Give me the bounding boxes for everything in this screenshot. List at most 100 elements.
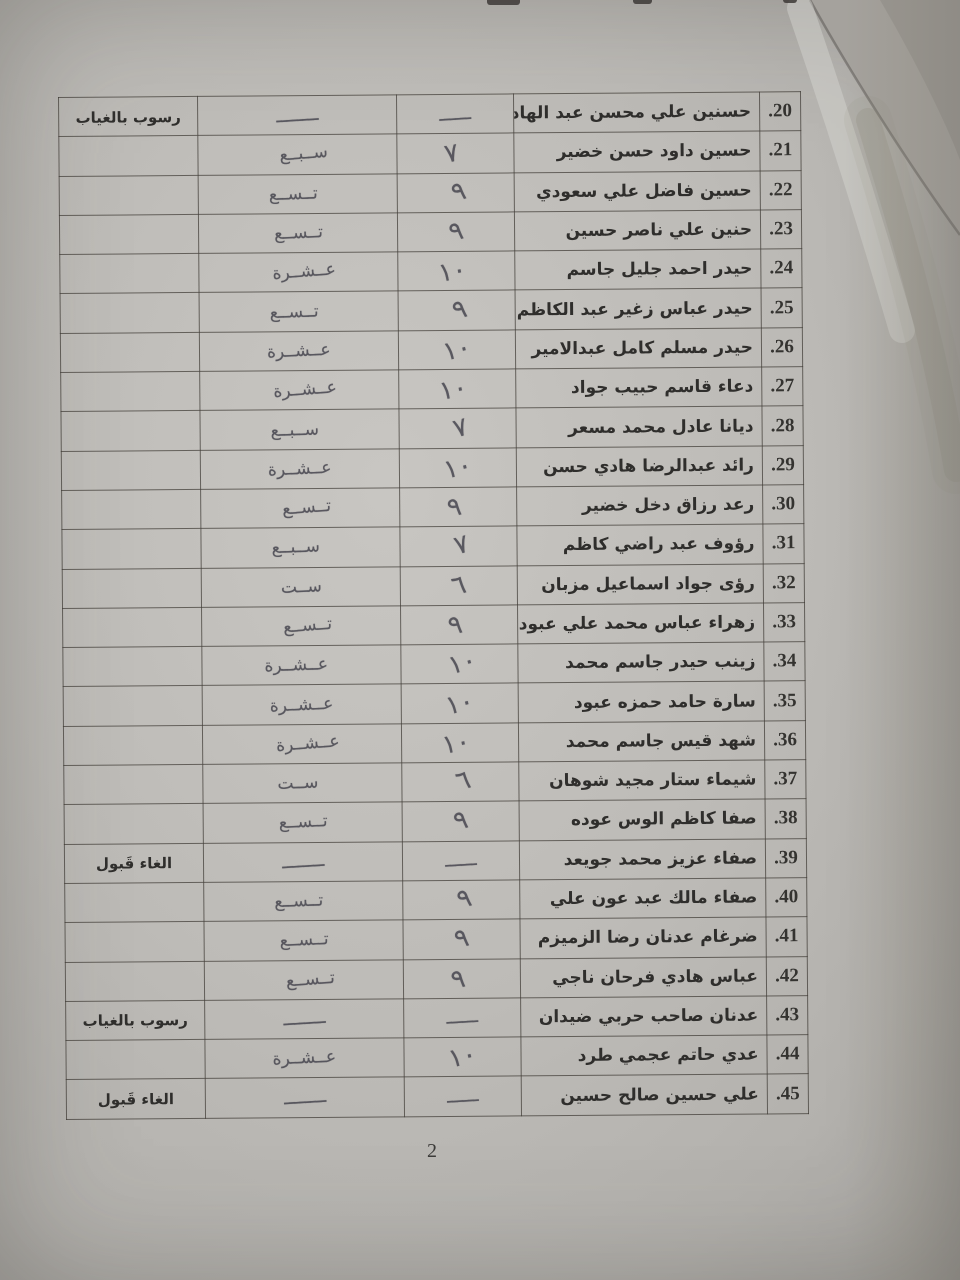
grade-words-handwritten: عــشــرة — [272, 377, 338, 403]
grade-digits-handwritten: ١٠ — [439, 331, 475, 368]
student-name: شهد قيس جاسم محمد — [565, 730, 757, 752]
grade-words-handwritten: عــشــرة — [269, 693, 334, 717]
student-name: صفا كاظم الوس عوده — [570, 809, 757, 831]
grade-words-handwritten: ســبــع — [278, 142, 329, 166]
table-row: 33. زهراء عباس محمد علي عبود ٩ تــســع — [62, 602, 805, 648]
grade-digits-handwritten: ٧ — [450, 529, 473, 562]
row-number: 43. — [775, 1004, 800, 1026]
row-number: 45. — [775, 1082, 800, 1104]
grade-words-handwritten: تــســع — [273, 222, 323, 245]
row-number: 27. — [770, 375, 795, 397]
table-row: 42. عباس هادي فرحان ناجي ٩ تــســع — [65, 956, 808, 1002]
status-note: الغاء قَبول — [95, 854, 173, 874]
grade-words-handwritten: تــســع — [278, 929, 329, 952]
grade-digits-handwritten: ٩ — [445, 609, 465, 642]
row-number: 30. — [771, 493, 796, 515]
student-name: حسنين علي محسن عبد الهادي — [513, 101, 752, 124]
grade-digits-handwritten: ١٠ — [442, 685, 477, 722]
table-row: 41. ضرغام عدنان رضا الزميزم ٩ تــســع — [64, 916, 808, 963]
row-number: 22. — [768, 178, 793, 201]
grade-digits-handwritten: ١٠ — [444, 645, 480, 682]
grade-words-handwritten: تــســع — [281, 495, 332, 520]
grade-words-handwritten: عــشــرة — [267, 457, 333, 481]
row-number: 44. — [775, 1043, 800, 1065]
row-number: 21. — [768, 139, 793, 161]
grade-digits-handwritten: ٦ — [448, 569, 470, 602]
student-name: عدنان صاحب حربي ضيدان — [538, 1005, 759, 1028]
grade-words-handwritten: ــــــــ — [275, 103, 319, 128]
table-row: 31. رؤوف عبد راضي كاظم ٧ ســبــع — [61, 523, 805, 570]
student-name: صفاء مالك عبد عون علي — [549, 887, 758, 910]
table-row: 40. صفاء مالك عبد عون علي ٩ تــســع — [64, 877, 807, 923]
table-row: 30. رعد رزاق دخل خضير ٩ تــســع — [61, 484, 804, 530]
table-row: 36. شهد قيس جاسم محمد ١٠ عــشــرة — [63, 720, 806, 766]
row-number: 38. — [773, 807, 798, 829]
grade-digits-handwritten: ٧ — [449, 411, 472, 444]
grade-digits-handwritten: ٩ — [445, 215, 467, 249]
table-row: 32. رؤى جواد اسماعيل مزبان ٦ ســت — [62, 563, 805, 609]
table-row: 23. حنين علي ناصر حسين ٩ تــســع — [59, 209, 802, 255]
grade-words-handwritten: تــســع — [282, 613, 333, 638]
grade-words-handwritten: تــســع — [284, 967, 336, 992]
table-row: 34. زينب حيدر جاسم محمد ١٠ عــشــرة — [62, 641, 806, 687]
grade-digits-handwritten: ــــــ — [446, 1084, 480, 1108]
grade-digits-handwritten: ــــــ — [444, 849, 478, 873]
grade-digits-handwritten: ٩ — [448, 293, 471, 327]
grade-digits-handwritten: ١٠ — [439, 726, 473, 761]
student-name: حيدر عباس زغير عبد الكاظم — [516, 298, 753, 321]
row-number: 28. — [770, 414, 795, 436]
student-name: دعاء قاسم حبيب جواد — [570, 376, 754, 399]
grade-digits-handwritten: ٩ — [453, 882, 475, 916]
grade-words-handwritten: عــشــرة — [272, 1047, 337, 1070]
row-number: 24. — [769, 257, 794, 279]
status-note: رسوب بالغياب — [75, 107, 181, 127]
grade-words-handwritten: عــشــرة — [264, 654, 329, 677]
row-number: 29. — [770, 454, 795, 476]
student-name: رائد عبدالرضا هادي حسن — [542, 455, 754, 478]
grade-words-handwritten: ســت — [276, 772, 319, 795]
table-row: 25. حيدر عباس زغير عبد الكاظم ٩ تــســع — [60, 288, 803, 334]
grade-digits-handwritten: ٩ — [450, 805, 471, 838]
student-name: زينب حيدر جاسم محمد — [565, 651, 756, 674]
table-row: 44. عدي حاتم عجمي طرد ١٠ عــشــرة — [65, 1034, 809, 1080]
grade-words-handwritten: تــســع — [268, 301, 319, 323]
table-row: 29. رائد عبدالرضا هادي حسن ١٠ عــشــرة — [61, 445, 804, 491]
photo-edge-mark — [633, 0, 652, 4]
grade-words-handwritten: ســبــع — [270, 418, 320, 441]
grade-words-handwritten: تــســع — [277, 811, 328, 834]
grade-words-handwritten: ــــــــ — [282, 1007, 326, 1031]
row-number: 34. — [772, 650, 797, 672]
grade-words-handwritten: تــســع — [273, 890, 324, 913]
grade-words-handwritten: ــــــــ — [283, 1085, 327, 1110]
grade-words-handwritten: ســت — [279, 575, 322, 598]
row-number: 37. — [773, 768, 798, 790]
student-name: رؤوف عبد راضي كاظم — [562, 533, 755, 556]
status-note: رسوب بالغياب — [82, 1011, 188, 1031]
grade-digits-handwritten: ٩ — [447, 175, 470, 209]
student-name: حيدر احمد جليل جاسم — [566, 258, 753, 281]
student-roster-table: 20. حسنين علي محسن عبد الهادي ــــــ ـــ… — [58, 91, 809, 1120]
photo-edge-mark — [487, 0, 520, 5]
table-row: 35. سارة حامد حمزه عبود ١٠ عــشــرة — [63, 681, 806, 727]
row-number: 39. — [774, 846, 798, 869]
student-name: عدي حاتم عجمي طرد — [577, 1044, 759, 1067]
table-row: 27. دعاء قاسم حبيب جواد ١٠ عــشــرة — [60, 366, 803, 412]
student-name: حنين علي ناصر حسين — [565, 219, 753, 242]
table-row: 39. صفاء عزيز محمد جويعد ــــــ ــــــــ… — [64, 838, 807, 884]
table-row: 38. صفا كاظم الوس عوده ٩ تــســع — [64, 798, 807, 845]
grade-digits-handwritten: ٦ — [452, 764, 475, 798]
student-name: رعد رزاق دخل خضير — [581, 494, 755, 517]
student-name: شيماء ستار مجيد شوهان — [548, 769, 757, 792]
table-row: 22. حسين فاضل علي سعودي ٩ تــســع — [59, 170, 802, 216]
grade-digits-handwritten: ١٠ — [435, 254, 469, 290]
student-name: علي حسين صالح حسين — [560, 1084, 759, 1106]
page-number: 2 — [427, 1140, 437, 1162]
student-name: ضرغام عدنان رضا الزميزم — [537, 926, 758, 949]
grade-digits-handwritten: ــــــ — [438, 102, 472, 126]
student-name: زهراء عباس محمد علي عبود — [518, 612, 756, 635]
student-name: حسين فاضل علي سعودي — [535, 180, 752, 202]
row-number: 32. — [771, 571, 796, 594]
row-number: 31. — [771, 532, 796, 554]
